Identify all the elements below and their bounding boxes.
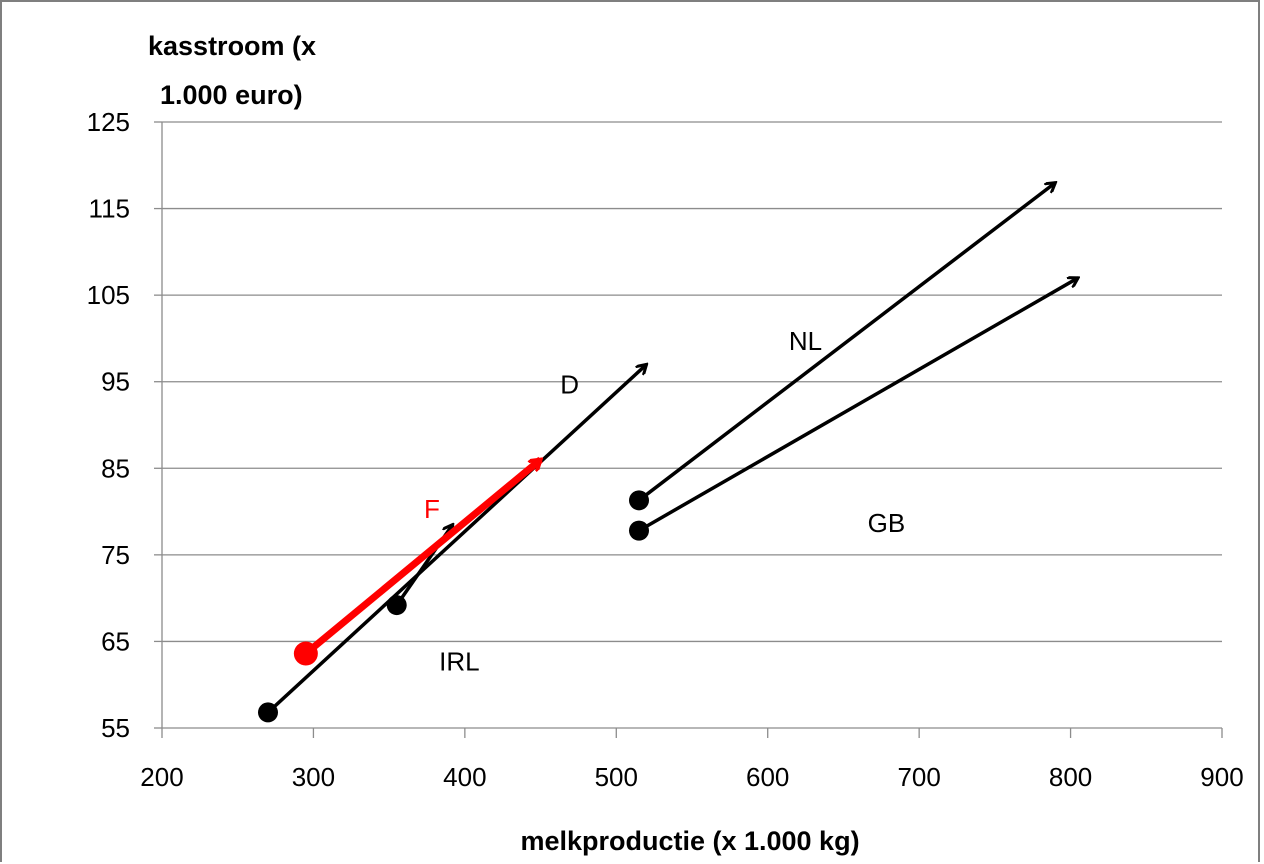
y-tick-label-125: 125 <box>87 107 130 137</box>
x-tick-label-700: 700 <box>897 762 940 792</box>
y-tick-label-95: 95 <box>101 367 130 397</box>
x-tick-label-300: 300 <box>292 762 335 792</box>
y-tick-labels: 55 65 75 85 95 105 115 125 <box>87 107 130 743</box>
x-tick-label-200: 200 <box>140 762 183 792</box>
series-group <box>258 183 1078 723</box>
label-irl: IRL <box>439 646 479 676</box>
arrow-d <box>266 364 647 714</box>
arrow-f <box>303 456 541 657</box>
gridlines <box>162 121 1222 643</box>
y-tick-label-65: 65 <box>101 626 130 656</box>
x-tick-label-500: 500 <box>595 762 638 792</box>
label-gb: GB <box>868 508 906 538</box>
x-tick-labels: 200 300 400 500 600 700 800 900 <box>140 762 1243 792</box>
y-tick-label-105: 105 <box>87 280 130 310</box>
y-tick-label-75: 75 <box>101 540 130 570</box>
y-axis-title-line-2: 1.000 euro) <box>160 80 303 110</box>
axes <box>154 121 1223 738</box>
point-f <box>293 641 318 666</box>
series-labels: D IRL F NL GB <box>424 326 905 676</box>
x-tick-label-400: 400 <box>443 762 486 792</box>
point-d <box>258 702 278 723</box>
y-tick-label-115: 115 <box>89 194 130 224</box>
x-axis-title: melkproductie (x 1.000 kg) <box>520 826 859 856</box>
point-gb <box>629 520 649 541</box>
x-tick-label-600: 600 <box>746 762 789 792</box>
arrow-nl <box>637 183 1055 502</box>
y-tick-label-55: 55 <box>101 713 130 743</box>
y-axis-title-line-1: kasstroom (x <box>148 31 316 61</box>
x-tick-label-900: 900 <box>1200 762 1243 792</box>
y-tick-label-85: 85 <box>101 453 130 483</box>
label-f: F <box>424 494 440 524</box>
arrow-gb <box>638 278 1078 533</box>
x-tick-label-800: 800 <box>1049 762 1092 792</box>
label-nl: NL <box>789 326 822 356</box>
point-nl <box>629 490 649 511</box>
point-irl <box>386 595 407 616</box>
label-d: D <box>560 369 579 399</box>
